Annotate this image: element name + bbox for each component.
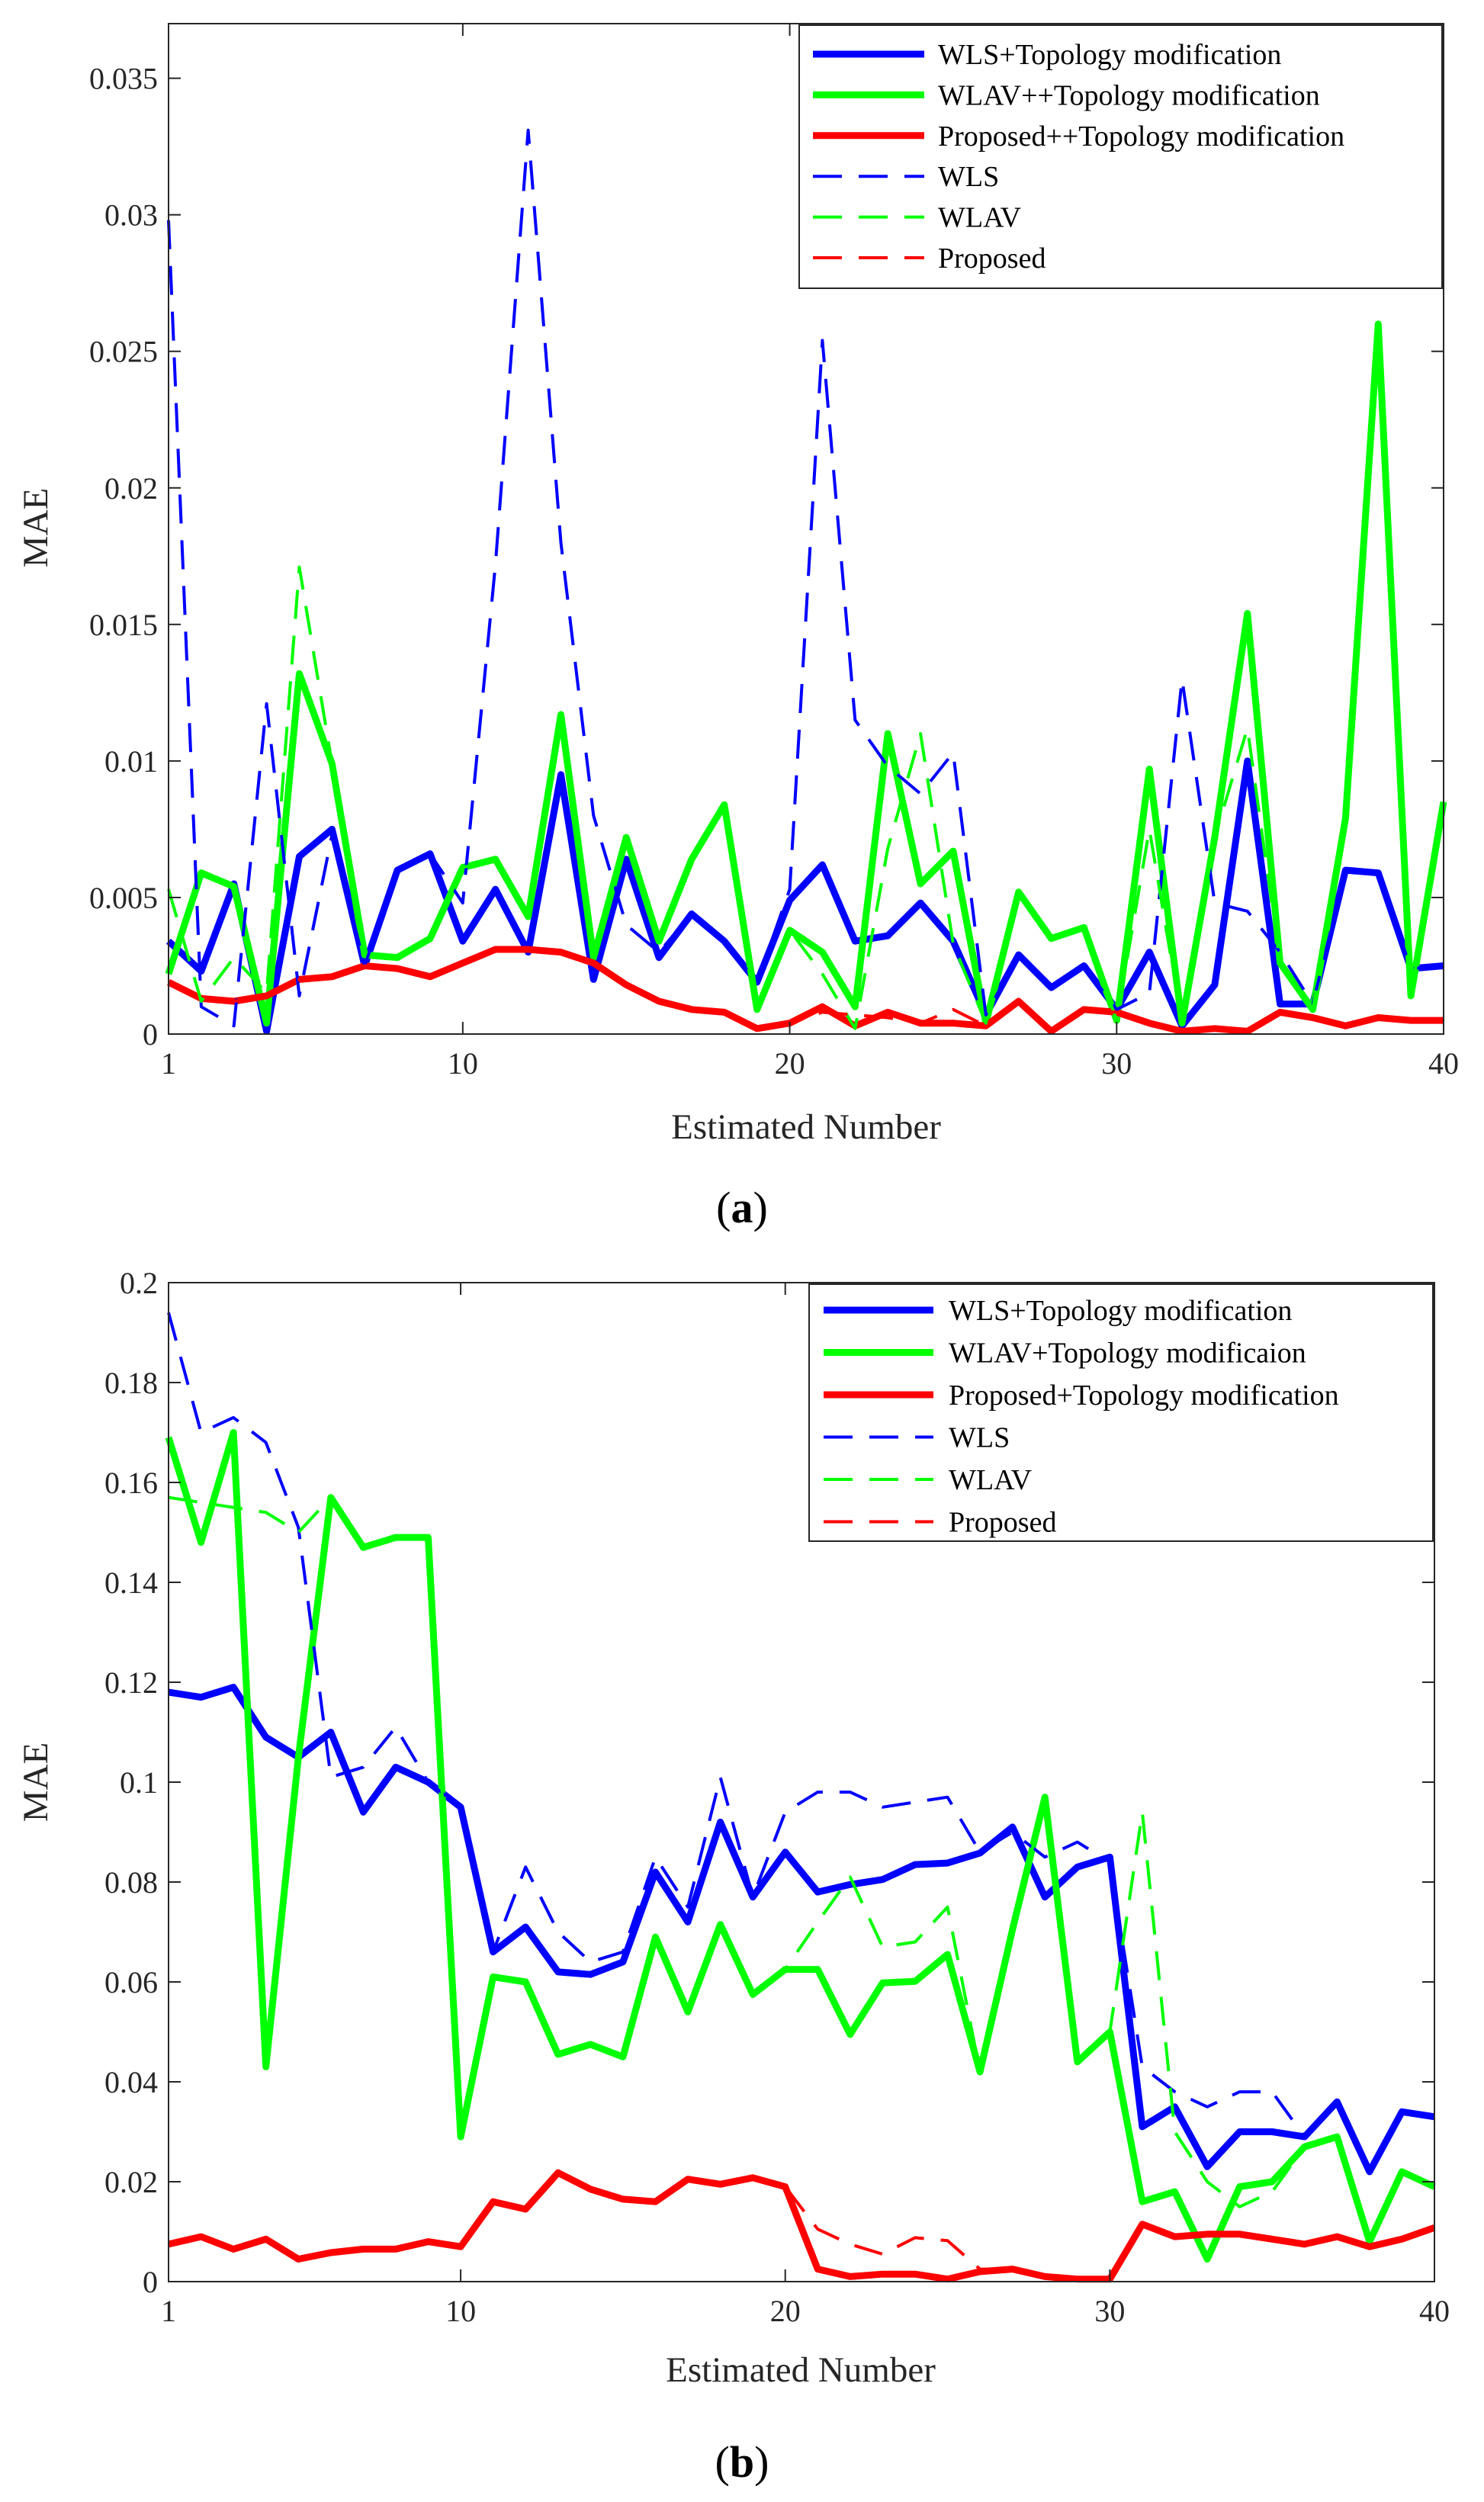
legend-label-b-3: WLS [949, 1422, 1010, 1454]
x-tick-label-a-4: 40 [1428, 1046, 1459, 1081]
chart-panel-a: 1 10 20 30 40 0 0.005 0.01 0.015 0.02 0.025 0.03 0.0… [16, 23, 1459, 1232]
series-line-a-2 [166, 946, 1444, 1035]
legend-label-b-0: WLS+Topology modification [949, 1295, 1292, 1327]
y-tick-label-b-6: 0.12 [104, 1665, 158, 1700]
y-tick-label-b-2: 0.04 [104, 2065, 158, 2099]
x-tick-label-b-0: 1 [161, 2294, 176, 2328]
y-tick-label-b-1: 0.02 [104, 2165, 158, 2199]
series-line-b-5 [168, 2171, 1435, 2281]
y-axis-label-a: MAE [16, 488, 56, 567]
y-tick-label-a-0: 0 [143, 1017, 158, 1052]
y-tick-label-b-10: 0.2 [120, 1266, 158, 1300]
series-line-b-0 [168, 1684, 1435, 2176]
y-tick-label-a-3: 0.015 [89, 608, 158, 642]
x-axis-label-a: Estimated Number [671, 1107, 941, 1147]
caption-a: (a) [716, 1183, 768, 1232]
x-tick-label-b-1: 10 [445, 2294, 476, 2328]
y-axis-label-b: MAE [16, 1742, 56, 1822]
series-line-b-1 [165, 1429, 1436, 2263]
y-tick-label-b-0: 0 [143, 2265, 158, 2299]
legend-label-b-1: WLAV+Topology modificaion [949, 1338, 1306, 1370]
caption-letter-a: a [731, 1183, 753, 1232]
series-line-a-4 [167, 322, 1445, 1030]
y-tick-label-b-5: 0.1 [120, 1765, 158, 1800]
caption-b: (b) [715, 2437, 769, 2487]
y-tick-label-b-9: 0.18 [104, 1366, 158, 1400]
plot-frame-a [168, 23, 1444, 1035]
legend-box-a [798, 24, 1443, 289]
y-tick-label-a-2: 0.01 [104, 744, 158, 779]
x-tick-label-a-0: 1 [161, 1046, 176, 1081]
legend-label-a-4: WLAV [938, 202, 1022, 234]
legend-b: WLS+Topology modification WLAV+Topology m… [808, 1283, 1434, 1542]
chart-panel-b: 1 10 20 30 40 0 0.02 0.04 0.06 0.08 0.1 0.12 0.14 0.1… [16, 1266, 1450, 2487]
ticks-group-a: 1 10 20 30 40 0 0.005 0.01 0.015 0.02 0.025 0.03 0.0… [89, 24, 1459, 1081]
series-line-b-3 [167, 1312, 1435, 2173]
y-tick-label-a-6: 0.03 [104, 198, 158, 233]
x-tick-label-b-4: 40 [1419, 2294, 1450, 2328]
series-group-a [165, 128, 1447, 1035]
x-tick-label-a-1: 10 [448, 1046, 478, 1081]
ticks-group-b: 1 10 20 30 40 0 0.02 0.04 0.06 0.08 0.1 0.12 0.14 0.1… [104, 1266, 1450, 2328]
legend-label-b-2: Proposed+Topology modification [949, 1379, 1339, 1412]
series-line-a-3 [167, 128, 1444, 1028]
x-tick-label-a-2: 20 [775, 1046, 805, 1081]
x-tick-label-b-3: 30 [1094, 2294, 1125, 2328]
y-tick-label-a-7: 0.035 [89, 62, 158, 96]
x-tick-label-a-3: 30 [1101, 1046, 1132, 1081]
legend-box-b [808, 1283, 1434, 1542]
y-tick-label-a-1: 0.005 [89, 881, 158, 915]
y-tick-label-b-3: 0.06 [104, 1965, 158, 1999]
y-tick-label-a-5: 0.025 [89, 335, 158, 369]
x-axis-label-b: Estimated Number [666, 2350, 936, 2390]
y-tick-label-b-8: 0.16 [104, 1466, 158, 1500]
y-tick-label-b-7: 0.14 [104, 1566, 158, 1600]
y-tick-label-a-4: 0.02 [104, 471, 158, 506]
legend-label-a-2: Proposed++Topology modification [938, 120, 1344, 153]
legend-label-a-3: WLS [938, 161, 999, 193]
legend-a: WLS+Topology modification WLAV++Topology … [798, 24, 1443, 289]
legend-label-a-1: WLAV++Topology modification [938, 79, 1320, 111]
y-tick-label-b-4: 0.08 [104, 1865, 158, 1900]
legend-label-b-5: Proposed [949, 1507, 1056, 1539]
legend-label-a-0: WLS+Topology modification [938, 39, 1281, 71]
x-tick-label-b-2: 20 [770, 2294, 801, 2328]
caption-letter-b: b [730, 2437, 754, 2487]
legend-label-a-5: Proposed [938, 242, 1046, 275]
legend-label-b-4: WLAV [949, 1464, 1033, 1496]
series-line-b-4 [168, 1495, 1435, 2243]
series-group-b [165, 1312, 1436, 2283]
